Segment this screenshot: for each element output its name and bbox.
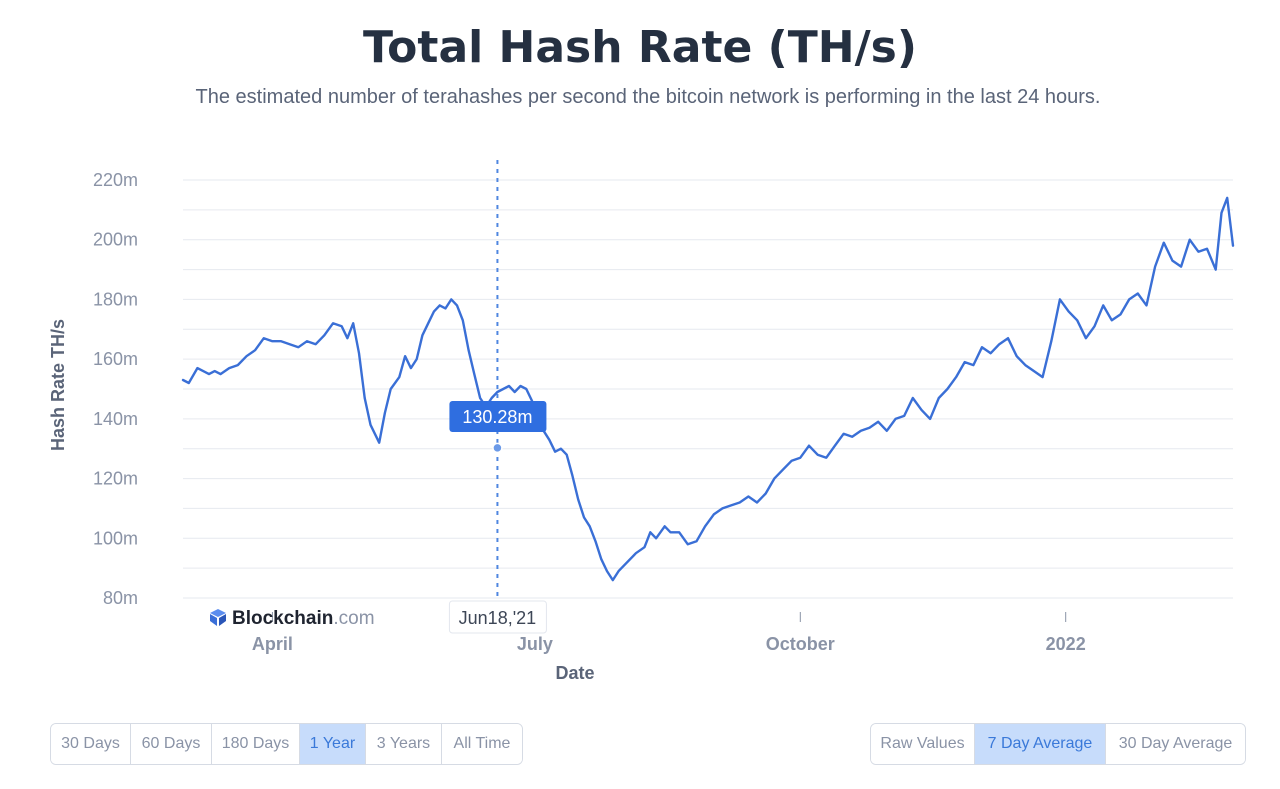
x-tick-label: April — [252, 634, 293, 654]
range-60-days-button[interactable]: 60 Days — [131, 724, 212, 764]
tooltip-date: Jun18,'21 — [459, 608, 537, 628]
tooltip-date-box — [448, 600, 547, 634]
tooltip-value-box — [449, 401, 547, 432]
page-subtitle: The estimated number of terahashes per s… — [195, 86, 1101, 108]
y-tick-label: 140m — [93, 409, 138, 429]
x-axis-title: Date — [555, 663, 594, 683]
range-3-years-button[interactable]: 3 Years — [366, 724, 442, 764]
page-title: Total Hash Rate (TH/s) — [363, 22, 917, 73]
hover-point[interactable] — [492, 442, 503, 454]
y-tick-label: 180m — [93, 289, 138, 309]
range-30-days-button[interactable]: 30 Days — [51, 724, 131, 764]
time-range-selector: 30 Days 60 Days 180 Days 1 Year 3 Years … — [50, 723, 523, 765]
y-tick-label: 120m — [93, 469, 138, 489]
brand-suffix: .com — [333, 608, 374, 629]
range-1-year-button[interactable]: 1 Year — [300, 724, 366, 764]
brand-name: Blockchain — [232, 608, 333, 629]
blockchain-logo-icon — [210, 609, 226, 626]
raw-values-button[interactable]: Raw Values — [871, 724, 975, 764]
y-tick-label: 80m — [103, 588, 138, 608]
y-axis-title: Hash Rate TH/s — [48, 319, 68, 451]
hash-rate-series-line[interactable] — [181, 196, 1235, 582]
hash-rate-chart[interactable]: 80m 100m 120m 140m 160m 180m 200m 220m April July… — [0, 0, 1280, 700]
brand-wordmark: Blockchain.com — [232, 608, 375, 629]
x-tick-label: 2022 — [1046, 634, 1086, 654]
y-tick-label: 100m — [93, 528, 138, 548]
range-all-time-button[interactable]: All Time — [442, 724, 522, 764]
7-day-average-button[interactable]: 7 Day Average — [975, 724, 1106, 764]
y-tick-label: 220m — [93, 170, 138, 190]
range-180-days-button[interactable]: 180 Days — [212, 724, 300, 764]
y-tick-label: 160m — [93, 349, 138, 369]
x-tick-label: July — [517, 634, 553, 654]
averaging-mode-selector: Raw Values 7 Day Average 30 Day Average — [870, 723, 1246, 765]
y-tick-label: 200m — [93, 230, 138, 250]
x-tick-label: October — [766, 634, 835, 654]
30-day-average-button[interactable]: 30 Day Average — [1106, 724, 1245, 764]
tooltip-value: 130.28m — [462, 407, 532, 427]
